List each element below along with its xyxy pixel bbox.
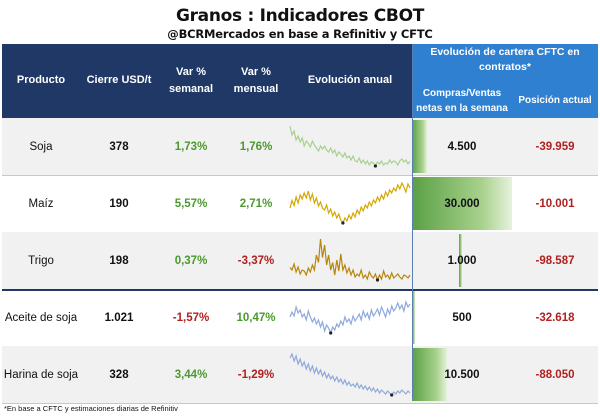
compras-data-bar xyxy=(459,234,463,287)
cell-compras: 30.000 xyxy=(444,197,480,210)
cell-posicion: -32.618 xyxy=(535,311,575,324)
cell-producto: Harina de soja xyxy=(3,368,79,381)
header-var-semanal: Var % semanal xyxy=(168,65,214,95)
sparkline-series xyxy=(289,352,411,396)
cell-compras: 500 xyxy=(452,311,472,324)
cell-producto: Soja xyxy=(29,140,53,153)
header-posicion: Posición actual xyxy=(518,95,592,106)
cell-producto: Trigo xyxy=(28,254,54,267)
table-row: Harina de soja 328 3,44% -1,29% 10.500 -88.05… xyxy=(2,346,598,403)
compras-data-bar xyxy=(412,177,512,230)
cell-posicion: -39.959 xyxy=(535,140,575,153)
sparkline xyxy=(289,300,411,335)
header-cierre: Cierre USD/t xyxy=(86,74,152,87)
cell-producto: Aceite de soja xyxy=(4,311,78,324)
cell-var-semanal: 0,37% xyxy=(174,254,208,267)
header-producto: Producto xyxy=(16,74,66,87)
sparkline-series xyxy=(289,125,411,168)
sparkline-min-marker xyxy=(375,278,380,282)
cell-var-semanal: 3,44% xyxy=(174,368,208,381)
sparkline-series xyxy=(289,181,411,225)
sparkline xyxy=(289,352,411,397)
header-var-mensual: Var % mensual xyxy=(233,65,279,95)
cell-posicion: -10.001 xyxy=(535,197,575,210)
sparkline-series xyxy=(289,300,411,335)
cftc-header: Evolución de cartera CFTC en contratos* … xyxy=(412,44,598,118)
sparkline-min-marker xyxy=(341,221,345,225)
cell-var-semanal: 5,57% xyxy=(174,197,208,210)
cell-producto: Maíz xyxy=(28,197,54,210)
table-row: Trigo 198 0,37% -3,37% 1.000 -98.587 xyxy=(2,232,598,289)
cell-var-mensual: 1,76% xyxy=(239,140,273,153)
table-row: Soja 378 1,73% 1,76% 4.500 -39.959 xyxy=(2,118,598,175)
cell-cierre: 378 xyxy=(109,140,129,153)
sparkline-min-marker xyxy=(390,393,394,397)
page-title: Granos : Indicadores CBOT xyxy=(175,6,425,26)
cell-cierre: 328 xyxy=(109,368,129,381)
table-header: Producto Cierre USD/t Var % semanal Var … xyxy=(2,44,412,118)
cell-var-mensual: -1,29% xyxy=(237,368,275,381)
sparkline-min-marker xyxy=(329,331,333,335)
row-separator xyxy=(2,289,598,291)
cell-compras: 1.000 xyxy=(447,254,477,267)
column-divider xyxy=(412,44,413,399)
compras-data-bar xyxy=(412,348,447,401)
header-evolucion: Evolución anual xyxy=(307,74,393,87)
cell-var-semanal: -1,57% xyxy=(172,311,210,324)
cell-compras: 10.500 xyxy=(444,368,480,381)
header-cftc-group: Evolución de cartera CFTC en contratos* xyxy=(430,46,580,74)
cell-cierre: 198 xyxy=(109,254,129,267)
table-row: Maíz 190 5,57% 2,71% 30.000 -10.001 xyxy=(2,175,598,232)
sparkline xyxy=(289,181,411,225)
cell-cierre: 190 xyxy=(109,197,129,210)
header-compras: Compras/Ventas netas en la semana xyxy=(416,88,508,114)
cell-var-semanal: 1,73% xyxy=(174,140,208,153)
page-subtitle: @BCRMercados en base a Refinitiv y CFTC xyxy=(167,27,433,41)
cell-posicion: -98.587 xyxy=(535,254,575,267)
sparkline-min-marker xyxy=(373,164,377,168)
cell-var-mensual: -3,37% xyxy=(237,254,275,267)
cell-posicion: -88.050 xyxy=(535,368,575,381)
cell-cierre: 1.021 xyxy=(104,311,134,324)
compras-data-bar xyxy=(412,291,415,344)
cell-var-mensual: 10,47% xyxy=(236,311,276,324)
cell-var-mensual: 2,71% xyxy=(239,197,273,210)
compras-data-bar xyxy=(412,120,427,173)
cell-compras: 4.500 xyxy=(447,140,477,153)
row-separator xyxy=(2,175,598,176)
sparkline xyxy=(289,125,411,168)
row-separator xyxy=(2,403,598,404)
sparkline-series xyxy=(289,238,411,282)
footnote: *En base a CFTC y estimaciones diarias d… xyxy=(4,404,178,413)
sparkline xyxy=(289,238,411,282)
table-row: Aceite de soja 1.021 -1,57% 10,47% 500 -32.61… xyxy=(2,289,598,346)
